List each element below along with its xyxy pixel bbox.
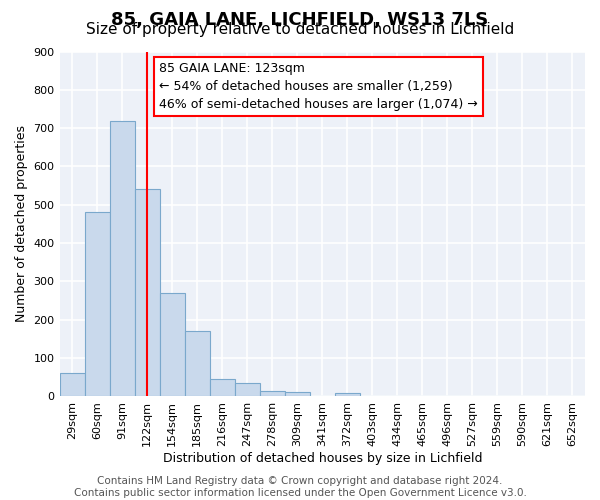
Bar bbox=[160, 293, 185, 397]
Text: Contains HM Land Registry data © Crown copyright and database right 2024.
Contai: Contains HM Land Registry data © Crown c… bbox=[74, 476, 526, 498]
Bar bbox=[260, 390, 285, 396]
Bar bbox=[185, 330, 209, 396]
Y-axis label: Number of detached properties: Number of detached properties bbox=[15, 126, 28, 322]
Bar bbox=[335, 394, 360, 396]
X-axis label: Distribution of detached houses by size in Lichfield: Distribution of detached houses by size … bbox=[163, 452, 482, 465]
Bar bbox=[110, 122, 134, 396]
Bar bbox=[209, 379, 235, 396]
Text: 85 GAIA LANE: 123sqm
← 54% of detached houses are smaller (1,259)
46% of semi-de: 85 GAIA LANE: 123sqm ← 54% of detached h… bbox=[160, 62, 478, 111]
Text: Size of property relative to detached houses in Lichfield: Size of property relative to detached ho… bbox=[86, 22, 514, 37]
Text: 85, GAIA LANE, LICHFIELD, WS13 7LS: 85, GAIA LANE, LICHFIELD, WS13 7LS bbox=[112, 11, 488, 29]
Bar bbox=[59, 374, 85, 396]
Bar bbox=[85, 212, 110, 396]
Bar bbox=[235, 384, 260, 396]
Bar bbox=[285, 392, 310, 396]
Bar bbox=[134, 190, 160, 396]
